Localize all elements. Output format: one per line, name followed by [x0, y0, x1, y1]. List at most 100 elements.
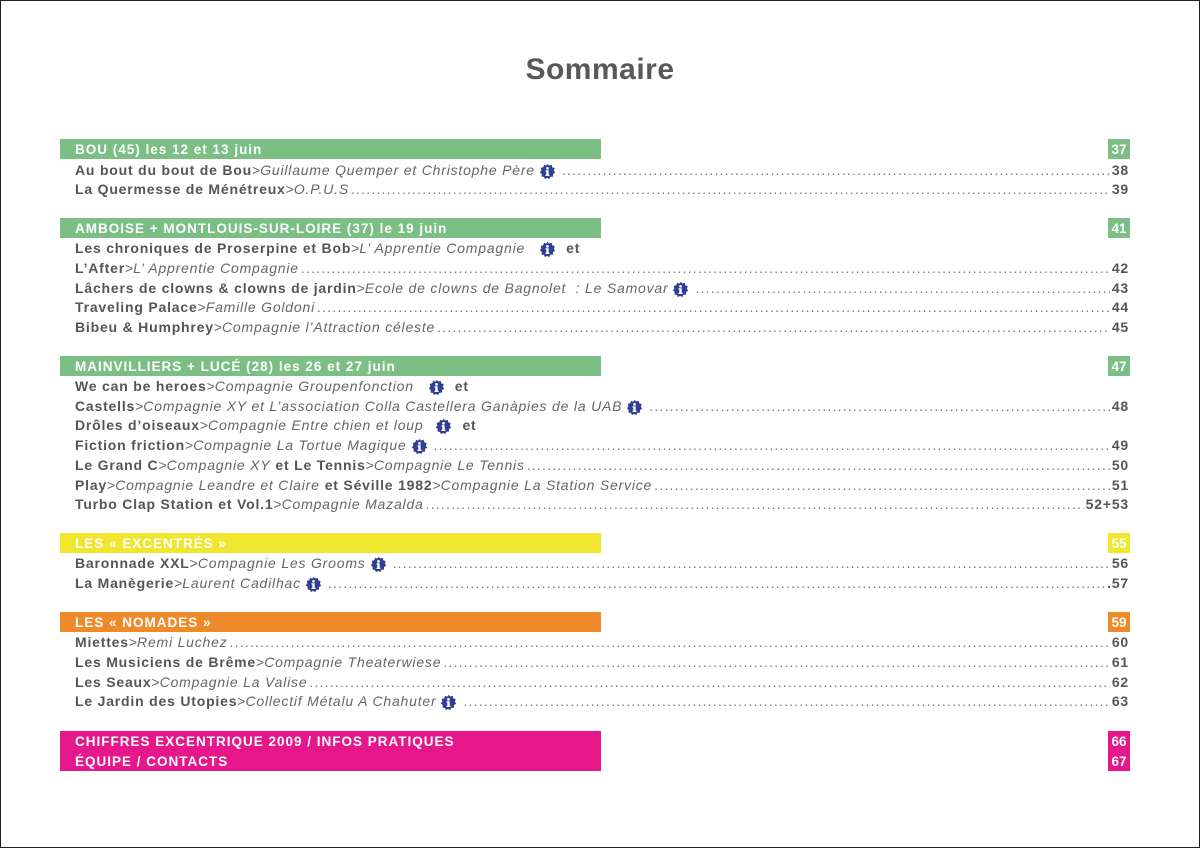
entry-company: Compagnie XY et L’association Colla Cast…: [143, 398, 623, 414]
info-icon: [428, 379, 445, 396]
entry-company: Compagnie Les Grooms: [197, 555, 366, 571]
toc-entry: Les chroniques de Proserpine et Bob > L’…: [75, 240, 581, 258]
toc-entry: Turbo Clap Station et Vol.1 > Compagnie …: [75, 494, 1129, 514]
entry-title: Les Seaux: [75, 674, 152, 690]
entry-page: 38: [1111, 162, 1129, 178]
entry-company: Famille Goldoni: [205, 299, 315, 315]
entry-company: Compagnie Groupenfonction: [214, 378, 414, 394]
entry-title: Au bout du bout de Bou: [75, 162, 253, 178]
entry-title: Drôles d’oiseaux: [75, 417, 200, 433]
toc-entry: Baronnade XXL > Compagnie Les Grooms56: [75, 553, 1129, 573]
entry-page: 44: [1111, 299, 1129, 315]
entry-page: 62: [1111, 674, 1129, 690]
info-icon: [435, 418, 452, 435]
entry-company: Compagnie Leandre et Claire: [115, 477, 320, 493]
section-header-equipe: ÉQUIPE / CONTACTS 67: [60, 751, 1130, 771]
entry-page: 51: [1111, 477, 1129, 493]
entry-page: 56: [1111, 555, 1129, 571]
section-header-bou: BOU (45) les 12 et 13 juin 37: [60, 139, 1130, 159]
entry-title: Les chroniques de Proserpine et Bob: [75, 240, 352, 256]
entry-page: 42: [1111, 260, 1129, 276]
section-title: ÉQUIPE / CONTACTS: [75, 753, 229, 769]
section-page: 67: [1108, 751, 1130, 771]
info-icon: [305, 576, 322, 593]
page-title: Sommaire: [525, 53, 675, 86]
entry-page: 50: [1111, 457, 1129, 473]
section-page: 37: [1108, 139, 1130, 159]
info-icon: [539, 163, 556, 180]
toc-entry: La Quermesse de Ménétreux > O.P.U.S39: [75, 179, 1129, 199]
section-title: AMBOISE + MONTLOUIS-SUR-LOIRE (37) le 19…: [75, 220, 448, 236]
toc-entry: Le Jardin des Utopies > Collectif Métalu…: [75, 691, 1129, 711]
info-icon: [370, 556, 387, 573]
toc-entry: Les Seaux > Compagnie La Valise62: [75, 672, 1129, 692]
info-icon: [440, 694, 457, 711]
entry-page: 48: [1111, 398, 1129, 414]
entry-title: Bibeu & Humphrey: [75, 319, 214, 335]
info-icon: [626, 399, 643, 416]
entry-company: Compagnie La Valise: [159, 674, 308, 690]
section-page: 41: [1108, 218, 1130, 238]
section-page: 47: [1108, 356, 1130, 376]
toc-entry: Au bout du bout de Bou > Guillaume Quemp…: [75, 160, 1129, 180]
entry-title: Les Musiciens de Brême: [75, 654, 256, 670]
toc-entry: L’After > L’ Apprentie Compagnie42: [75, 258, 1129, 278]
toc-entry: Traveling Palace > Famille Goldoni44: [75, 297, 1129, 317]
entry-page: 39: [1111, 181, 1129, 197]
section-title: LES « EXCENTRÉS »: [75, 535, 228, 551]
toc-entry: Miettes > Remi Luchez60: [75, 632, 1129, 652]
entry-title: Castells: [75, 398, 136, 414]
section-header-amboise: AMBOISE + MONTLOUIS-SUR-LOIRE (37) le 19…: [60, 218, 1130, 238]
section-page: 55: [1108, 533, 1130, 553]
entry-page: 43: [1111, 280, 1129, 296]
section-title: MAINVILLIERS + LUCÉ (28) les 26 et 27 ju…: [75, 358, 396, 374]
section-page: 59: [1108, 612, 1130, 632]
entry-company: Ecole de clowns de Bagnolet : Le Samovar: [364, 280, 669, 296]
info-icon: [411, 438, 428, 455]
entry-title: L’After: [75, 260, 125, 276]
entry-page: 63: [1111, 693, 1129, 709]
entry-company: Laurent Cadilhac: [182, 575, 301, 591]
entry-title: Le Jardin des Utopies: [75, 693, 238, 709]
entry-company: Compagnie La Tortue Magique: [193, 437, 407, 453]
entry-page: .57: [1107, 575, 1129, 591]
entry-title: We can be heroes: [75, 378, 207, 394]
entry-page: 52+53: [1085, 496, 1129, 512]
section-header-excentres: LES « EXCENTRÉS » 55: [60, 533, 1130, 553]
toc-entry: Lâchers de clowns & clowns de jardin > E…: [75, 278, 1129, 298]
entry-company: Guillaume Quemper et Christophe Père: [260, 162, 535, 178]
entry-company: L’ Apprentie Compagnie: [133, 260, 299, 276]
entry-page: 49: [1111, 437, 1129, 453]
entry-company: Compagnie Theaterwiese: [264, 654, 442, 670]
entry-title: Turbo Clap Station et Vol.1: [75, 496, 274, 512]
toc-entry: Le Grand C > Compagnie XY et Le Tennis > …: [75, 455, 1129, 475]
section-title: BOU (45) les 12 et 13 juin: [75, 141, 263, 157]
toc-entry: Bibeu & Humphrey > Compagnie l’Attractio…: [75, 317, 1129, 337]
entry-title: Lâchers de clowns & clowns de jardin: [75, 280, 357, 296]
entry-company: L’ Apprentie Compagnie: [359, 240, 526, 256]
toc-entry: La Manègerie > Laurent Cadilhac.57: [75, 573, 1129, 593]
entry-company: Compagnie XY: [166, 457, 271, 473]
entry-company: Compagnie Entre chien et loup: [208, 417, 424, 433]
toc-entry: We can be heroes > Compagnie Groupenfonc…: [75, 378, 469, 396]
section-header-infos: CHIFFRES EXCENTRIQUE 2009 / INFOS PRATIQ…: [60, 731, 1130, 751]
entry-title: Traveling Palace: [75, 299, 198, 315]
entry-title: Le Grand C: [75, 457, 159, 473]
section-page: 66: [1108, 731, 1130, 751]
section-header-mainvilliers: MAINVILLIERS + LUCÉ (28) les 26 et 27 ju…: [60, 356, 1130, 376]
section-title: LES « NOMADES »: [75, 614, 212, 630]
entry-title: Baronnade XXL: [75, 555, 190, 571]
entry-page: 61: [1111, 654, 1129, 670]
entry-page: 45: [1111, 319, 1129, 335]
info-icon: [672, 281, 689, 298]
toc-entry: Castells > Compagnie XY et L’association…: [75, 396, 1129, 416]
entry-title: Play: [75, 477, 107, 493]
entry-company: Compagnie Mazalda: [281, 496, 424, 512]
toc-entry: Fiction friction > Compagnie La Tortue M…: [75, 435, 1129, 455]
entry-company: Compagnie l’Attraction céleste: [222, 319, 436, 335]
entry-company: O.P.U.S: [293, 181, 349, 197]
entry-company: Collectif Métalu A Chahuter: [245, 693, 437, 709]
entry-title: La Manègerie: [75, 575, 175, 591]
toc-entry: Play > Compagnie Leandre et Claire et Sév…: [75, 475, 1129, 495]
